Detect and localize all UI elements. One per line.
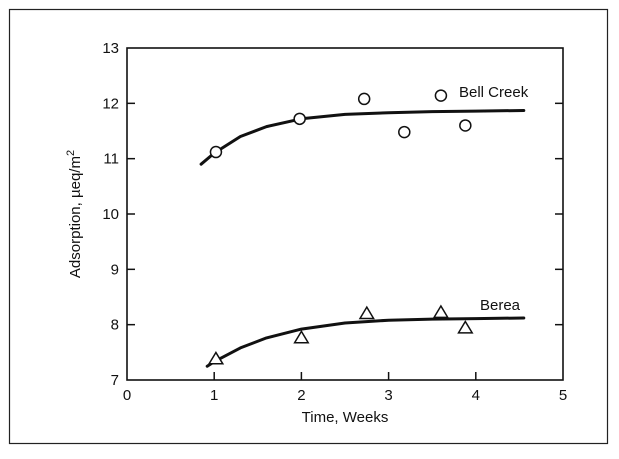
y-tick-label-10: 10	[102, 206, 119, 223]
y-axis-title: Adsorption, µeq/m2	[65, 150, 84, 278]
y-tick-label-13: 13	[102, 40, 119, 57]
fit-curve-bell-creek	[199, 109, 526, 166]
point-bell-creek-1	[293, 112, 306, 126]
fit-curves	[199, 109, 526, 368]
point-berea-4	[457, 320, 474, 334]
point-bell-creek-2	[357, 92, 371, 106]
data-markers	[207, 89, 474, 365]
point-bell-creek-5	[459, 119, 472, 132]
point-bell-creek-3	[398, 125, 411, 139]
axis-ticks	[127, 102, 563, 380]
fit-curve-berea	[205, 316, 526, 368]
y-tick-label-8: 8	[111, 317, 119, 334]
point-berea-2	[358, 305, 375, 320]
y-tick-label-9: 9	[111, 261, 119, 278]
series-label-bell-creek: Bell Creek	[459, 84, 529, 101]
series-label-berea: Berea	[480, 297, 521, 314]
y-tick-label-7: 7	[111, 372, 119, 389]
point-berea-0	[207, 351, 225, 365]
x-tick-label-3: 3	[384, 387, 392, 404]
x-axis-title: Time, Weeks	[302, 409, 389, 426]
x-tick-label-1: 1	[210, 387, 218, 404]
y-tick-label-11: 11	[103, 151, 119, 168]
point-bell-creek-0	[209, 145, 223, 159]
x-tick-label-2: 2	[297, 387, 305, 404]
x-tick-label-5: 5	[559, 387, 567, 404]
x-tick-label-4: 4	[472, 387, 480, 404]
y-axis-title-superscript: 2	[65, 150, 77, 156]
point-bell-creek-4	[434, 89, 448, 102]
point-berea-3	[432, 304, 450, 319]
point-berea-1	[293, 329, 310, 344]
y-axis-title-text: Adsorption, µeq/m	[67, 156, 84, 278]
y-tick-label-12: 12	[102, 95, 119, 112]
x-tick-label-0: 0	[123, 387, 131, 404]
outer-frame	[8, 8, 609, 445]
